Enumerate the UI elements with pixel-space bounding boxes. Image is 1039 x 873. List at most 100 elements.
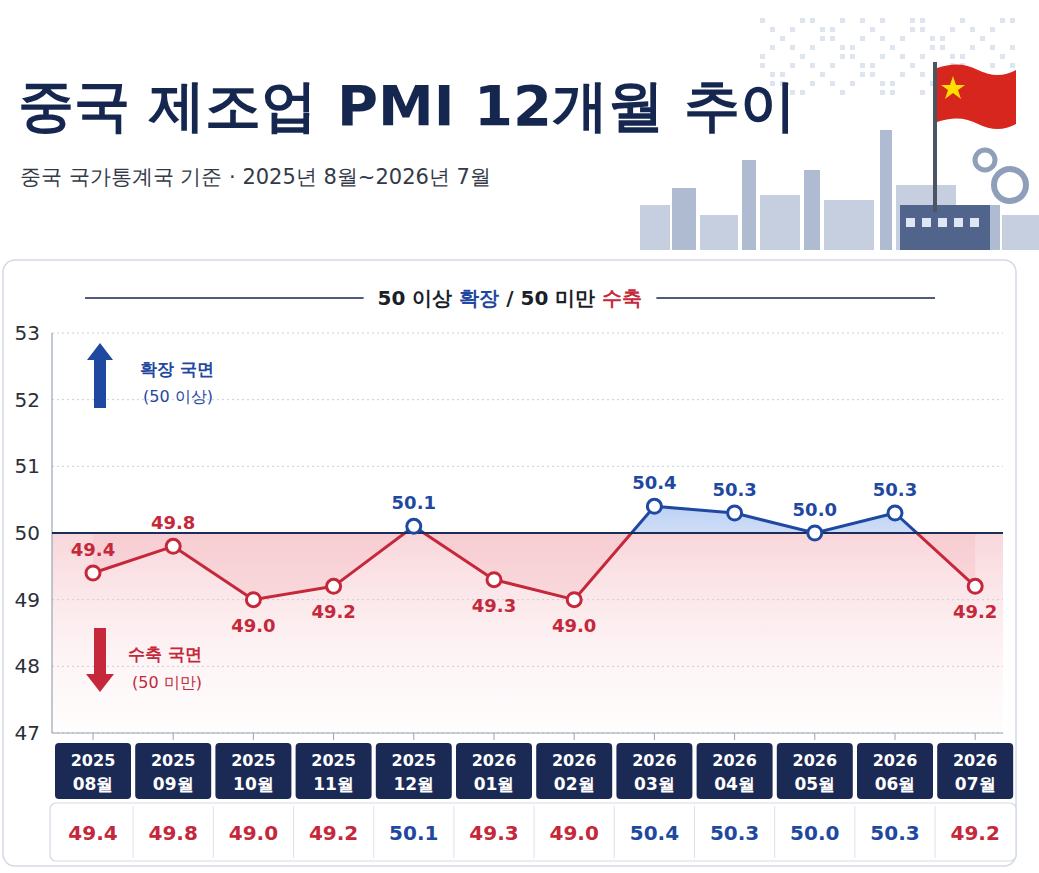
point (86, 566, 100, 580)
map-dot (830, 36, 835, 41)
map-dot (960, 54, 965, 59)
map-dot (1000, 18, 1005, 23)
point (808, 526, 822, 540)
map-dot (840, 54, 845, 59)
cell-divider (694, 806, 695, 858)
x-tick-line: 2025 (231, 751, 276, 770)
cell-divider (293, 806, 294, 858)
annotation: (50 미만) (132, 673, 202, 692)
building (1002, 215, 1039, 250)
map-dot (870, 72, 875, 77)
building (700, 215, 738, 250)
map-dot (840, 18, 845, 23)
map-dot (850, 54, 855, 59)
map-dot (910, 18, 915, 23)
point (728, 506, 742, 520)
x-tick-line: 2026 (472, 751, 517, 770)
category-cell (616, 743, 692, 799)
data-label: 50.1 (392, 492, 436, 513)
line-above (93, 506, 975, 533)
x-tick-line: 2026 (793, 751, 838, 770)
data-label: 49.2 (311, 601, 355, 622)
building (804, 170, 820, 250)
point (246, 593, 260, 607)
x-tick-line: 04월 (714, 774, 755, 794)
map-dot (940, 36, 945, 41)
data-label: 50.4 (632, 472, 676, 493)
map-dot (910, 63, 915, 68)
flag-star (941, 76, 965, 99)
flag (937, 64, 1016, 129)
x-tick (734, 733, 735, 740)
x-tick-line: 2025 (71, 751, 116, 770)
map-dot (1000, 54, 1005, 59)
x-tick-label: 202603월 (632, 751, 677, 794)
table-value: 50.3 (870, 821, 919, 845)
table-value: 49.2 (951, 821, 1000, 845)
map-dot (850, 81, 855, 86)
note-part: 확장 (459, 286, 499, 310)
grid-line (52, 333, 1003, 334)
map-dot (860, 36, 865, 41)
cell-divider (935, 806, 936, 858)
map-dot (880, 90, 885, 95)
point (567, 593, 581, 607)
x-tick-label: 202607월 (953, 751, 998, 794)
window (970, 218, 979, 227)
map-dot (830, 63, 835, 68)
area-below (93, 533, 975, 600)
arrow-down (86, 628, 114, 692)
x-tick (93, 733, 94, 740)
grid-line (52, 599, 1003, 600)
data-label: 49.2 (953, 601, 997, 622)
building (760, 195, 800, 250)
chart-root: 중국 제조업 PMI 12개월 추이중국 국가통계국 기준 · 2025년 8월… (0, 0, 1039, 873)
y-tick-label: 50 (15, 521, 40, 545)
x-tick-line: 07월 (955, 774, 996, 794)
map-dot (1010, 45, 1015, 50)
data-label: 49.4 (71, 539, 115, 560)
panel (3, 260, 1016, 866)
map-dot (790, 45, 795, 50)
map-dot (840, 45, 845, 50)
map-dot (920, 90, 925, 95)
window (938, 218, 947, 227)
point (647, 499, 661, 513)
x-tick (654, 733, 655, 740)
x-tick-line: 2026 (632, 751, 677, 770)
x-tick (895, 733, 896, 740)
map-dot (950, 27, 955, 32)
plot-marks (52, 499, 1003, 606)
x-tick-line: 05월 (794, 774, 835, 794)
line-below (93, 533, 975, 600)
x-tick (494, 733, 495, 740)
map-dot (800, 18, 805, 23)
table-value: 50.4 (630, 821, 679, 845)
gear (994, 169, 1026, 201)
x-tick-line: 2025 (151, 751, 196, 770)
map-dot (770, 45, 775, 50)
x-tick-label: 202508월 (71, 751, 116, 794)
map-dot (920, 54, 925, 59)
map-dot (990, 45, 995, 50)
title: 중국 제조업 PMI 12개월 추이 (18, 73, 796, 138)
map-dot (900, 54, 905, 59)
table-value: 50.1 (389, 821, 438, 845)
window (922, 218, 931, 227)
data-label: 49.0 (552, 615, 596, 636)
category-cell (215, 743, 291, 799)
x-tick-line: 09월 (153, 774, 194, 794)
x-tick-line: 2026 (552, 751, 597, 770)
flag-pole (933, 62, 937, 212)
data-label: 49.8 (151, 512, 195, 533)
map-dot (830, 81, 835, 86)
map-dot (920, 72, 925, 77)
x-tick-label: 2025 09월 (151, 751, 196, 794)
category-cell (697, 743, 773, 799)
map-dot (780, 36, 785, 41)
map-dot (810, 63, 815, 68)
y-tick-label: 53 (15, 321, 40, 345)
cell-divider (453, 806, 454, 858)
above-group (93, 506, 975, 533)
map-dot (920, 27, 925, 32)
